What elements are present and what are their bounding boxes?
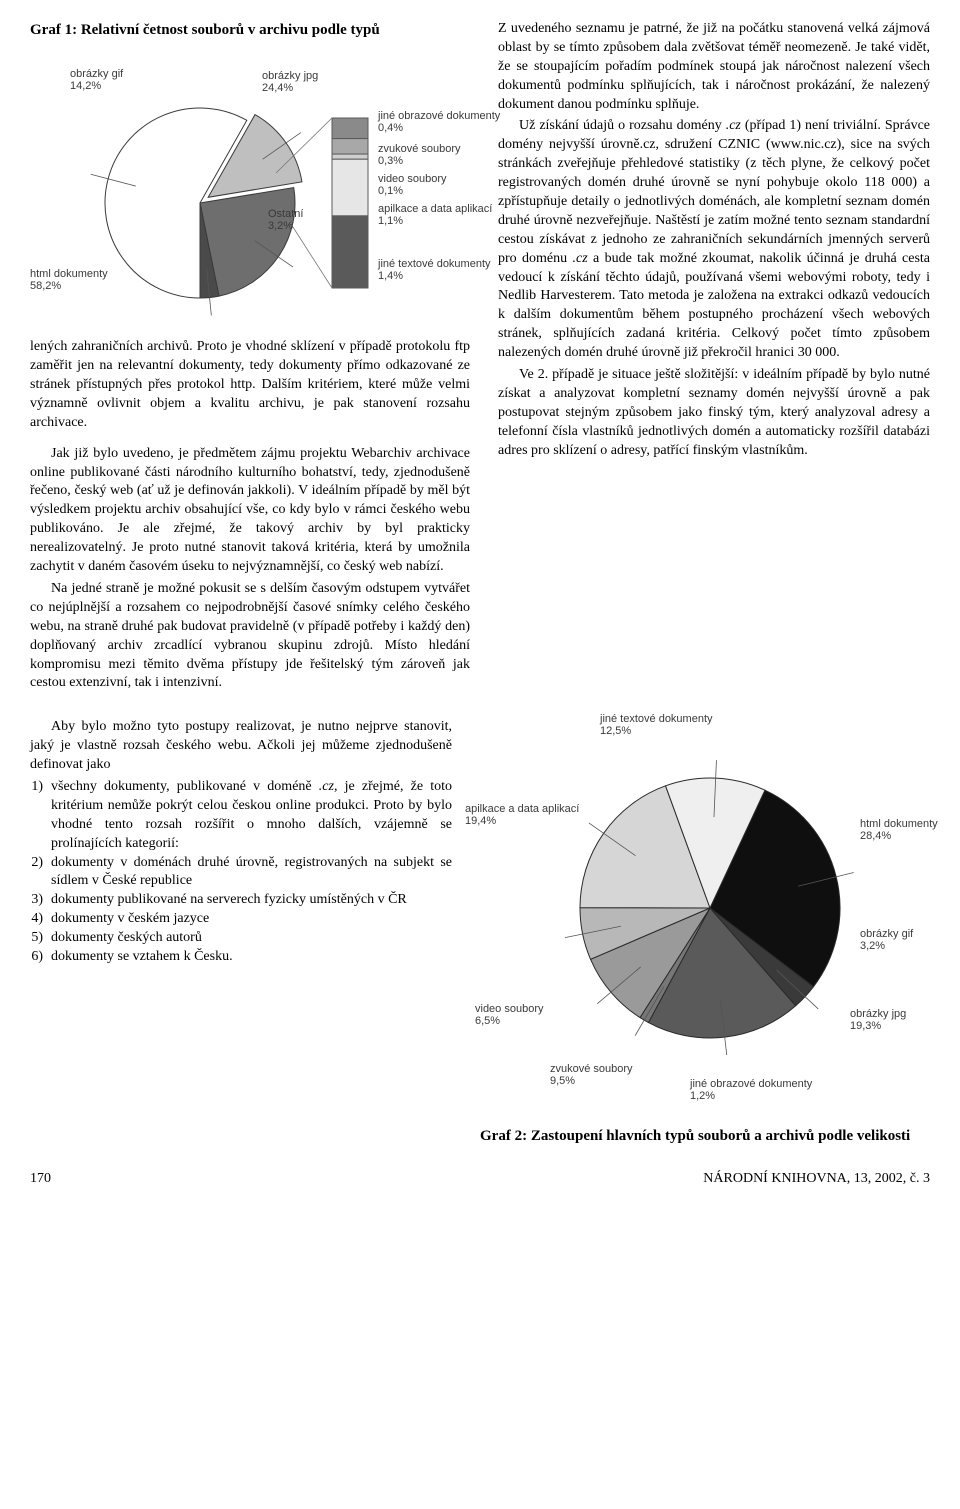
criteria-item: 6)dokumenty se vztahem k Česku.: [30, 948, 452, 967]
right-column: Z uvedeného seznamu je patrné, že již na…: [498, 20, 930, 696]
g2-gif: obrázky gif3,2%: [860, 928, 913, 952]
breakdown-segment: [332, 118, 368, 139]
g2-jine-obr: jiné obrazové dokumenty1,2%: [690, 1078, 812, 1102]
g2-jpg: obrázky jpg19,3%: [850, 1008, 906, 1032]
left-column: Graf 1: Relativní četnost souborů v arch…: [30, 20, 470, 696]
graf1-label-html: html dokumenty58,2%: [30, 268, 108, 292]
col1-p1: lených zahraničních archivů. Proto je vh…: [30, 338, 470, 432]
g2-jine-txt: jiné textové dokumenty12,5%: [600, 713, 713, 737]
page-footer: 170 NÁRODNÍ KNIHOVNA, 13, 2002, č. 3: [30, 1167, 930, 1187]
graf1-bk-4: jiné textové dokumenty1,4%: [378, 258, 491, 282]
graf1-bk-3: apilkace a data aplikací1,1%: [378, 203, 492, 227]
g2-apl: apilkace a data aplikací19,4%: [465, 803, 579, 827]
graf1-bk-0: jiné obrazové dokumenty0,4%: [378, 110, 500, 134]
criteria-item: 2)dokumenty v doménách druhé úrovně, reg…: [30, 854, 452, 892]
breakdown-segment: [332, 216, 368, 288]
lower-intro: Aby bylo možno tyto postupy realizovat, …: [30, 718, 452, 775]
col1-p3: Na jedné straně je možné pokusit se s de…: [30, 580, 470, 693]
journal-ref: NÁRODNÍ KNIHOVNA, 13, 2002, č. 3: [703, 1171, 930, 1187]
graf2-title: Graf 2: Zastoupení hlavních typů souborů…: [480, 1126, 930, 1146]
breakdown-segment: [332, 139, 368, 154]
page-number: 170: [30, 1171, 51, 1187]
col2-p2: Už získání údajů o rozsahu domény .cz (p…: [498, 117, 930, 363]
col2-p3: Ve 2. případě je situace ještě složitějš…: [498, 366, 930, 460]
graf2-pie: jiné textové dokumenty12,5% html dokumen…: [480, 718, 930, 1118]
graf1-title: Graf 1: Relativní četnost souborů v arch…: [30, 20, 470, 40]
upper-columns: Graf 1: Relativní četnost souborů v arch…: [30, 20, 930, 696]
page: Graf 1: Relativní četnost souborů v arch…: [0, 0, 960, 1202]
lower-columns: Aby bylo možno tyto postupy realizovat, …: [30, 718, 930, 1146]
g2-html: html dokumenty28,4%: [860, 818, 938, 842]
graf1-bk-2: video soubory0,1%: [378, 173, 447, 197]
criteria-item: 3)dokumenty publikované na serverech fyz…: [30, 891, 452, 910]
breakdown-segment: [332, 159, 368, 216]
graf1-label-jpg: obrázky jpg24,4%: [262, 70, 318, 94]
criteria-item: 5)dokumenty českých autorů: [30, 929, 452, 948]
criteria-item: 4)dokumenty v českém jazyce: [30, 910, 452, 929]
col2-p1: Z uvedeného seznamu je patrné, že již na…: [498, 20, 930, 114]
breakdown-segment: [332, 154, 368, 159]
graf1-label-gif: obrázky gif14,2%: [70, 68, 123, 92]
graf1-pie: obrázky gif14,2% obrázky jpg24,4% Ostatn…: [30, 48, 470, 328]
graf2-svg: [480, 718, 930, 1098]
g2-zvuk: zvukové soubory9,5%: [550, 1063, 633, 1087]
criteria-list: 1)všechny dokumenty, publikované v domén…: [30, 778, 452, 967]
lower-right: jiné textové dokumenty12,5% html dokumen…: [480, 718, 930, 1146]
g2-video: video soubory6,5%: [475, 1003, 544, 1027]
graf1-label-ostatni: Ostatní3,2%: [268, 208, 303, 232]
col1-p2: Jak již bylo uvedeno, je předmětem zájmu…: [30, 445, 470, 577]
graf1-bk-1: zvukové soubory0,3%: [378, 143, 461, 167]
lower-left: Aby bylo možno tyto postupy realizovat, …: [30, 718, 452, 1146]
criteria-item: 1)všechny dokumenty, publikované v domén…: [30, 778, 452, 854]
